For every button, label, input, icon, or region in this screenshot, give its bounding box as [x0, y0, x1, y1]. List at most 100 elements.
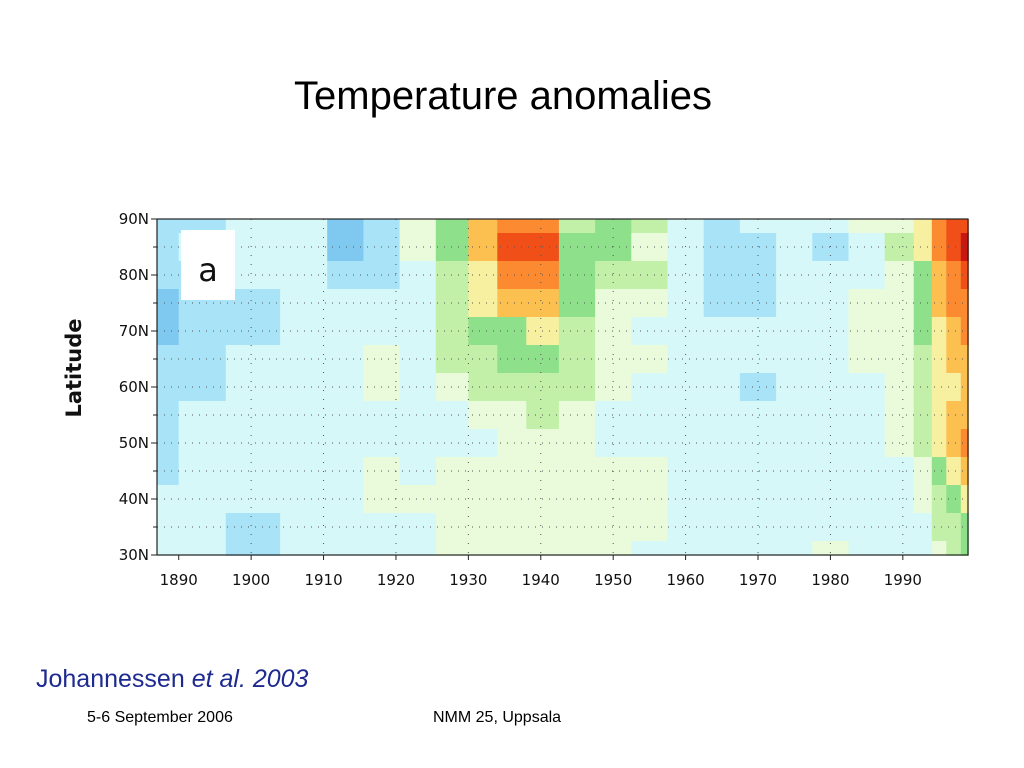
- heatmap-cell: [595, 513, 633, 542]
- heatmap-cell: [960, 429, 969, 458]
- heatmap-cell: [848, 401, 886, 430]
- heatmap-cell: [913, 401, 933, 430]
- grid-lines: [157, 219, 968, 555]
- heatmap-cell: [913, 457, 933, 486]
- heatmap-cell: [931, 345, 948, 374]
- heatmap-cell: [363, 219, 401, 234]
- heatmap-cell: [913, 373, 933, 402]
- x-tick-label: 1990: [884, 571, 922, 589]
- heatmap-cell: [703, 373, 741, 402]
- heatmap-cell: [739, 513, 777, 542]
- heatmap-cell: [703, 289, 741, 318]
- heatmap-cell: [399, 219, 437, 234]
- heatmap-cell: [931, 429, 948, 458]
- heatmap-cell: [739, 219, 777, 234]
- heatmap-cell: [960, 401, 969, 430]
- heatmap-cell: [631, 457, 669, 486]
- heatmap-cell: [739, 261, 777, 290]
- heatmap-cell: [913, 261, 933, 290]
- heatmap-cell: [960, 457, 969, 486]
- heatmap-cell: [631, 219, 669, 234]
- heatmap-cell: [960, 317, 969, 346]
- heatmap-cell: [667, 345, 705, 374]
- heatmap-cell: [157, 401, 180, 430]
- heatmap-cell: [946, 485, 962, 514]
- heatmap-cell: [631, 233, 669, 262]
- panel-label-text: a: [198, 251, 218, 289]
- heatmap-cell: [595, 345, 633, 374]
- heatmap-cell: [497, 219, 528, 234]
- heatmap-cell: [157, 261, 180, 290]
- heatmap-cell: [497, 429, 528, 458]
- heatmap-cell: [848, 513, 886, 542]
- heatmap-cell: [631, 541, 669, 556]
- heatmap-cell: [884, 219, 915, 234]
- heatmap-cell: [667, 261, 705, 290]
- heatmap-cell: [631, 345, 669, 374]
- heatmap-cell: [631, 401, 669, 430]
- heatmap-cell: [631, 373, 669, 402]
- heatmap-cell: [497, 289, 528, 318]
- heatmap-cell: [848, 541, 886, 556]
- y-tick-label: 40N: [119, 490, 149, 508]
- x-tick-label: 1890: [160, 571, 198, 589]
- x-tick-label: 1930: [449, 571, 487, 589]
- heatmap-cell: [848, 373, 886, 402]
- x-tick-label: 1970: [739, 571, 777, 589]
- heatmap-cell: [946, 233, 962, 262]
- heatmap-cell: [327, 429, 365, 458]
- heatmap-cell: [435, 485, 470, 514]
- heatmap-cell: [703, 219, 741, 234]
- x-axis: 1890 1900 1910 1920 1930 1940 1950 1960 1970 1980…: [160, 555, 922, 589]
- heatmap-cell: [595, 261, 633, 290]
- heatmap-cell: [739, 373, 777, 402]
- y-axis-label: Latitude: [62, 318, 86, 417]
- heatmap-cell: [497, 401, 528, 430]
- heatmap-cell: [913, 233, 933, 262]
- heatmap-cell: [157, 541, 180, 556]
- x-tick-label: 1980: [811, 571, 849, 589]
- heatmap-cell: [327, 261, 365, 290]
- heatmap-cell: [667, 289, 705, 318]
- heatmap-cell: [848, 219, 886, 234]
- heatmap-cell: [497, 317, 528, 346]
- heatmap-cell: [667, 541, 705, 556]
- heatmap-cell: [327, 401, 365, 430]
- heatmap-cell: [667, 513, 705, 542]
- heatmap-cell: [435, 345, 470, 374]
- heatmap-cell: [399, 345, 437, 374]
- heatmap-cell: [327, 485, 365, 514]
- heatmap-cell: [913, 289, 933, 318]
- heatmap-cell: [960, 219, 969, 234]
- heatmap-cell: [946, 373, 962, 402]
- heatmap-cell: [631, 513, 669, 542]
- heatmap-cell: [595, 401, 633, 430]
- heatmap-cell: [631, 429, 669, 458]
- heatmap-cell: [931, 373, 948, 402]
- heatmap-cell: [435, 429, 470, 458]
- heatmap-cell: [931, 261, 948, 290]
- heatmap-cell: [435, 373, 470, 402]
- heatmap-cell: [703, 345, 741, 374]
- footer-date: 5-6 September 2006: [87, 709, 233, 726]
- heatmap-cell: [946, 317, 962, 346]
- slide-title: Temperature anomalies: [294, 74, 712, 118]
- heatmap-cell: [497, 261, 528, 290]
- heatmap-cell: [178, 457, 227, 486]
- heatmap-cell: [157, 429, 180, 458]
- heatmap-cell: [399, 401, 437, 430]
- heatmap-cell: [960, 541, 969, 556]
- heatmap-cell: [848, 317, 886, 346]
- heatmap-cell: [327, 233, 365, 262]
- heatmap-cell: [631, 289, 669, 318]
- heatmap-cell: [157, 513, 180, 542]
- heatmap-cell: [178, 485, 227, 514]
- heatmap-cell: [848, 485, 886, 514]
- heatmap-cell: [157, 485, 180, 514]
- heatmap-cell: [946, 289, 962, 318]
- heatmap-cell: [399, 485, 437, 514]
- heatmap-cell: [812, 541, 850, 556]
- heatmap-cell: [703, 261, 741, 290]
- heatmap-cell: [399, 513, 437, 542]
- heatmap-cell: [703, 317, 741, 346]
